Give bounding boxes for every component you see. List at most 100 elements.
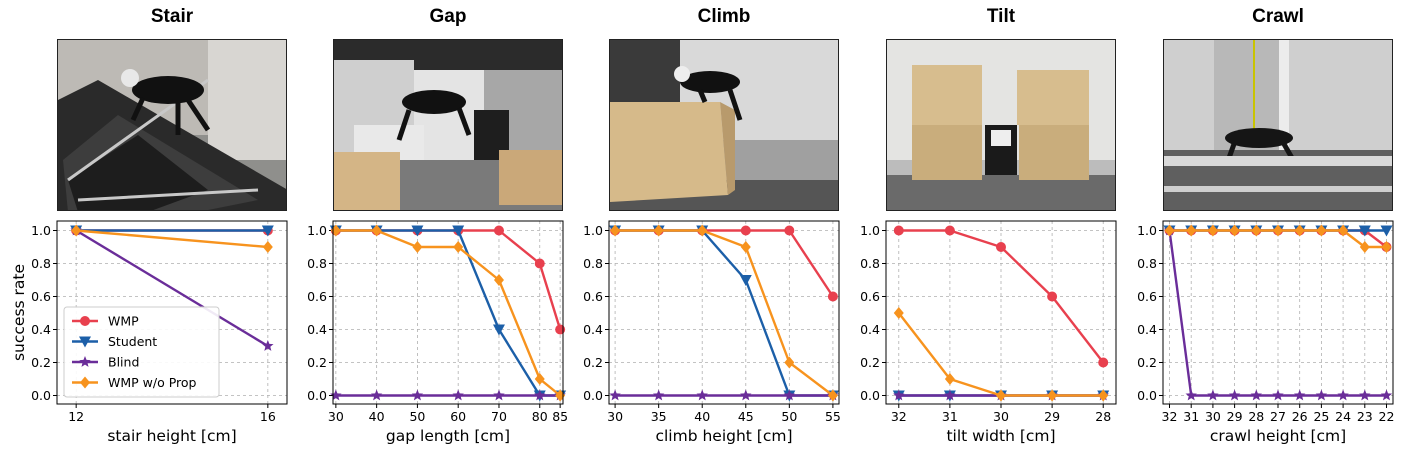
x-tick-label: 50: [409, 409, 425, 424]
data-point: [262, 241, 273, 253]
robot-climbing-box-photo: [609, 39, 839, 211]
data-point: [652, 389, 665, 401]
data-point: [452, 389, 464, 401]
y-tick-label: 0.4: [31, 322, 51, 337]
robot-crawling-under-bar-photo: [1163, 39, 1393, 211]
data-point: [1251, 224, 1262, 237]
y-tick-label: 0.6: [307, 289, 327, 304]
y-tick-label: 0.8: [1137, 256, 1157, 271]
data-point: [1359, 389, 1371, 401]
panel-title-stair: Stair: [150, 6, 194, 27]
data-point: [740, 389, 752, 401]
panel-title-crawl: Crawl: [1252, 6, 1304, 27]
legend-label: WMP: [108, 314, 139, 329]
data-point: [1098, 357, 1109, 368]
data-point: [411, 225, 424, 237]
x-tick-label: 24: [1335, 409, 1351, 424]
x-tick-label: 28: [1248, 409, 1264, 424]
data-point: [1294, 224, 1305, 237]
data-point: [1316, 224, 1327, 237]
data-point: [827, 291, 838, 302]
subplot-climb: 0.0 0.2 0.4 0.6 0.8 1.0 30 35 40 45 50 55 climb heig…: [583, 220, 841, 445]
data-point: [1273, 224, 1283, 237]
series-line-wmp-w-o-prop: [615, 229, 834, 397]
x-tick-label: 30: [993, 409, 1009, 424]
data-point: [262, 340, 274, 351]
subplot-gap: 0.0 0.2 0.4 0.6 0.8 1.0 30 40 50 60 70 80 85 gap leng…: [307, 220, 568, 445]
x-axis-label: tilt width [cm]: [946, 427, 1055, 445]
data-point: [944, 225, 955, 236]
data-point: [1380, 225, 1393, 237]
data-point: [412, 241, 423, 253]
data-point: [555, 324, 566, 335]
x-axis-label: climb height [cm]: [655, 427, 792, 445]
y-tick-label: 0.2: [1137, 355, 1157, 370]
data-point: [1047, 291, 1058, 302]
y-tick-label: 0.0: [860, 388, 880, 403]
data-point: [893, 307, 904, 319]
data-point: [893, 225, 904, 236]
x-tick-label: 30: [328, 409, 344, 424]
data-point: [1164, 224, 1175, 237]
x-tick-label: 80: [532, 409, 548, 424]
data-point: [1359, 241, 1370, 253]
y-tick-label: 1.0: [307, 223, 327, 238]
x-tick-label: 35: [651, 409, 667, 424]
legend-marker: [79, 356, 91, 367]
y-tick-label: 0.0: [31, 388, 51, 403]
data-point: [534, 373, 545, 385]
y-tick-label: 0.0: [307, 388, 327, 403]
data-point: [1207, 224, 1218, 237]
x-tick-label: 25: [1313, 409, 1329, 424]
x-tick-label: 12: [68, 409, 84, 424]
y-tick-label: 0.2: [860, 355, 880, 370]
x-tick-label: 28: [1095, 409, 1111, 424]
y-tick-label: 0.8: [307, 256, 327, 271]
x-tick-label: 16: [260, 409, 276, 424]
data-point: [944, 373, 955, 385]
x-tick-label: 50: [781, 409, 797, 424]
x-tick-label: 31: [942, 409, 958, 424]
y-tick-label: 0.6: [1137, 289, 1157, 304]
y-tick-label: 0.6: [31, 289, 51, 304]
robot-between-tilted-boxes-photo: [886, 39, 1116, 211]
plot-area: [609, 221, 839, 404]
x-tick-label: 32: [891, 409, 907, 424]
data-point: [740, 241, 751, 253]
data-point: [452, 225, 465, 237]
data-point: [1380, 389, 1393, 401]
plot-frame: [56, 220, 288, 405]
data-point: [493, 274, 504, 286]
data-point: [1229, 224, 1240, 237]
panel-title-tilt: Tilt: [986, 6, 1016, 27]
y-tick-label: 0.4: [307, 322, 327, 337]
y-tick-label: 0.8: [583, 256, 603, 271]
data-point: [371, 224, 382, 237]
legend-marker: [80, 316, 90, 326]
y-tick-label: 0.2: [583, 355, 603, 370]
data-point: [1358, 225, 1371, 237]
data-point: [534, 258, 545, 269]
x-tick-label: 22: [1379, 409, 1395, 424]
x-tick-label: 40: [369, 409, 385, 424]
data-point: [330, 389, 342, 401]
plot-frame: [885, 220, 1117, 405]
y-tick-label: 1.0: [860, 223, 880, 238]
data-point: [784, 356, 795, 369]
legend-label: Student: [108, 334, 157, 349]
data-point: [1293, 389, 1306, 401]
panel-title-climb: Climb: [697, 6, 751, 27]
x-tick-label: 29: [1044, 409, 1060, 424]
data-point: [610, 224, 621, 237]
data-point: [71, 224, 82, 237]
legend-marker: [79, 336, 91, 348]
data-point: [1207, 389, 1219, 401]
x-tick-label: 55: [825, 409, 841, 424]
y-tick-label: 0.8: [31, 256, 51, 271]
robot-jumping-gap-photo: [333, 39, 563, 211]
data-point: [996, 389, 1006, 402]
y-tick-label: 1.0: [583, 223, 603, 238]
plot-frame: [608, 220, 840, 405]
